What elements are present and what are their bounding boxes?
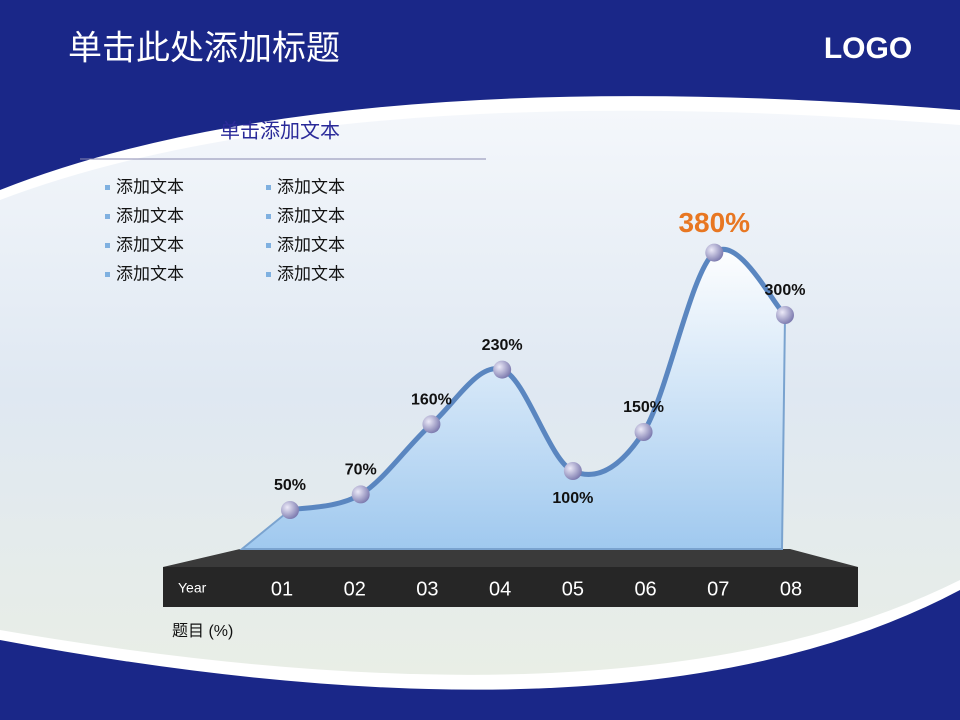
value-label: 70%	[345, 462, 377, 479]
value-label: 100%	[552, 490, 593, 507]
x-tick-label: 05	[562, 578, 584, 600]
value-label: 150%	[623, 399, 664, 416]
point	[281, 501, 299, 519]
x-tick-label: 04	[489, 578, 511, 600]
x-tick-label: 01	[271, 578, 293, 600]
bullet-text: 添加文本	[277, 236, 345, 256]
point	[351, 485, 370, 504]
bullet-text: 添加文本	[116, 207, 184, 227]
bullet	[105, 243, 110, 248]
logo: LOGO	[824, 32, 912, 65]
bullet	[105, 185, 110, 190]
bullet-text: 添加文本	[116, 236, 184, 256]
value-label: 160%	[411, 391, 452, 408]
point	[422, 415, 441, 434]
bullet	[105, 214, 110, 219]
point	[563, 462, 582, 480]
chart: 50% 01 70% 02 160% 03 230% 04 100% 05 150% 06 380% 07…	[239, 207, 806, 600]
bullet	[266, 243, 271, 248]
y-axis-label: 题目 (%)	[172, 623, 233, 640]
bullet-text: 添加文本	[116, 265, 184, 285]
x-tick-label: 08	[780, 578, 802, 600]
slide-title: 单击此处添加标题	[68, 29, 340, 69]
text-heading: 单击添加文本	[220, 119, 340, 143]
x-axis-label: Year	[178, 580, 207, 596]
x-tick-label: 06	[634, 578, 656, 600]
value-label: 230%	[482, 337, 523, 354]
point	[705, 243, 724, 262]
platform-top	[163, 549, 858, 567]
bullet-text: 添加文本	[277, 265, 345, 285]
point	[493, 360, 512, 379]
value-label: 380%	[678, 207, 750, 238]
x-tick-label: 07	[707, 578, 729, 600]
x-tick-label: 02	[344, 578, 366, 600]
bullet-text: 添加文本	[277, 178, 345, 198]
point	[776, 306, 794, 324]
bullet	[266, 214, 271, 219]
bullet	[105, 272, 110, 277]
point	[634, 423, 653, 441]
bullet-text: 添加文本	[116, 178, 184, 198]
bullet-text: 添加文本	[277, 207, 345, 227]
value-label: 300%	[765, 282, 806, 299]
platform	[163, 567, 858, 607]
bullet	[266, 272, 271, 277]
value-label: 50%	[274, 477, 306, 494]
bullet	[266, 185, 271, 190]
x-tick-label: 03	[416, 578, 438, 600]
